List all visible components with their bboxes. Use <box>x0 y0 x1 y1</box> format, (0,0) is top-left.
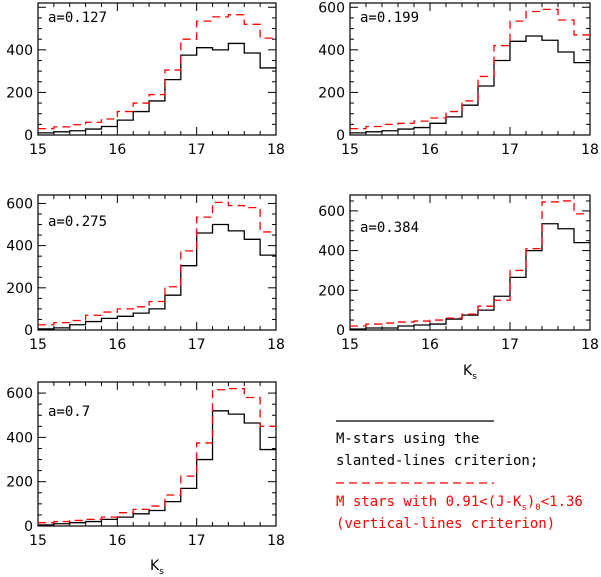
legend-red-text-a: M stars with 0.91<(J-K <box>336 494 522 510</box>
x-tick-label: 17 <box>188 533 206 549</box>
panel-1: 15 16 17 18 0 200 400 a=0.127 <box>6 2 285 158</box>
legend-red-line-2: (vertical-lines criterion) <box>336 516 555 532</box>
y-tick-label: 400 <box>6 239 33 255</box>
panel-4: 15 16 17 18 0 200 400 600 a=0.384 Ks <box>318 194 599 382</box>
plot-frame <box>37 2 277 136</box>
y-tick-label: 0 <box>24 519 33 535</box>
panel-parameter-label: a=0.7 <box>48 404 90 420</box>
x-tick-label: 16 <box>108 337 126 353</box>
y-tick-label: 200 <box>6 475 33 491</box>
histogram-slanted-lines <box>38 223 276 330</box>
x-tick-label: 16 <box>421 337 439 353</box>
y-tick-label: 600 <box>6 386 33 402</box>
legend-red-line-1: M stars with 0.91<(J-Ks)0<1.36 <box>336 494 583 513</box>
x-tick-label: 17 <box>501 337 519 353</box>
x-tick-label: 16 <box>108 142 126 158</box>
x-tick-label: 16 <box>421 142 439 158</box>
legend-red-sub-s: s <box>521 503 526 513</box>
x-tick-label: 18 <box>267 337 285 353</box>
histogram-vertical-lines <box>38 387 276 524</box>
panel-parameter-label: a=0.275 <box>48 214 107 230</box>
plot-frame <box>37 194 277 331</box>
legend-red-paren: ) <box>527 494 535 510</box>
x-tick-label: 18 <box>267 142 285 158</box>
panel-3: 15 16 17 18 0 200 400 600 a=0.275 <box>6 194 285 353</box>
histogram-vertical-lines <box>38 14 276 130</box>
y-tick-label: 200 <box>6 281 33 297</box>
histogram-slanted-lines <box>350 35 590 134</box>
y-tick-label: 600 <box>318 204 345 220</box>
histogram-slanted-lines <box>38 42 276 134</box>
legend-red-text-b: <1.36 <box>541 494 583 510</box>
x-axis-label-sub: s <box>472 372 477 382</box>
plot-frame <box>349 2 591 136</box>
x-tick-label: 16 <box>108 533 126 549</box>
panel-parameter-label: a=0.199 <box>360 10 419 26</box>
y-tick-label: 0 <box>336 128 345 144</box>
x-axis-label-main: K <box>150 558 160 574</box>
y-tick-label: 0 <box>24 323 33 339</box>
panel-5: 15 16 17 18 0 200 400 600 a=0.7 Ks <box>6 381 285 577</box>
x-tick-label: 17 <box>188 142 206 158</box>
x-tick-label: 18 <box>581 142 599 158</box>
x-tick-label: 15 <box>29 142 47 158</box>
y-tick-label: 400 <box>6 43 33 59</box>
y-tick-label: 600 <box>6 196 33 212</box>
y-tick-label: 0 <box>24 128 33 144</box>
y-tick-label: 400 <box>318 43 345 59</box>
y-tick-label: 200 <box>318 283 345 299</box>
y-tick-label: 400 <box>318 244 345 260</box>
panel-parameter-label: a=0.384 <box>360 220 419 236</box>
histogram-vertical-lines <box>38 201 276 326</box>
x-tick-label: 18 <box>267 533 285 549</box>
histogram-vertical-lines <box>350 200 590 327</box>
panel-2: 15 16 17 18 0 200 400 600 a=0.199 <box>318 0 599 158</box>
x-tick-label: 15 <box>29 533 47 549</box>
x-tick-label: 15 <box>341 337 359 353</box>
x-axis-label-sub: s <box>159 567 164 577</box>
y-tick-label: 600 <box>318 0 345 16</box>
legend: M-stars using the slanted-lines criterio… <box>336 420 583 532</box>
y-tick-label: 0 <box>336 323 345 339</box>
x-tick-label: 15 <box>29 337 47 353</box>
x-axis-label-main: K <box>463 363 473 379</box>
x-tick-label: 15 <box>341 142 359 158</box>
x-axis-label: Ks <box>463 363 477 382</box>
legend-black-line-2: slanted-lines criterion; <box>336 453 538 469</box>
x-tick-label: 18 <box>581 337 599 353</box>
y-tick-label: 200 <box>6 85 33 101</box>
legend-red-sub-0: 0 <box>535 503 540 513</box>
plot-frame <box>349 194 591 331</box>
x-axis-label: Ks <box>150 558 164 577</box>
y-tick-label: 200 <box>318 85 345 101</box>
histogram-vertical-lines <box>350 8 590 130</box>
y-tick-label: 400 <box>6 430 33 446</box>
panel-parameter-label: a=0.127 <box>48 10 107 26</box>
plot-frame <box>37 381 277 527</box>
x-tick-label: 17 <box>501 142 519 158</box>
histogram-slanted-lines <box>350 223 590 330</box>
legend-black-line-1: M-stars using the <box>336 431 479 447</box>
histogram-slanted-lines <box>38 410 276 526</box>
x-tick-label: 17 <box>188 337 206 353</box>
